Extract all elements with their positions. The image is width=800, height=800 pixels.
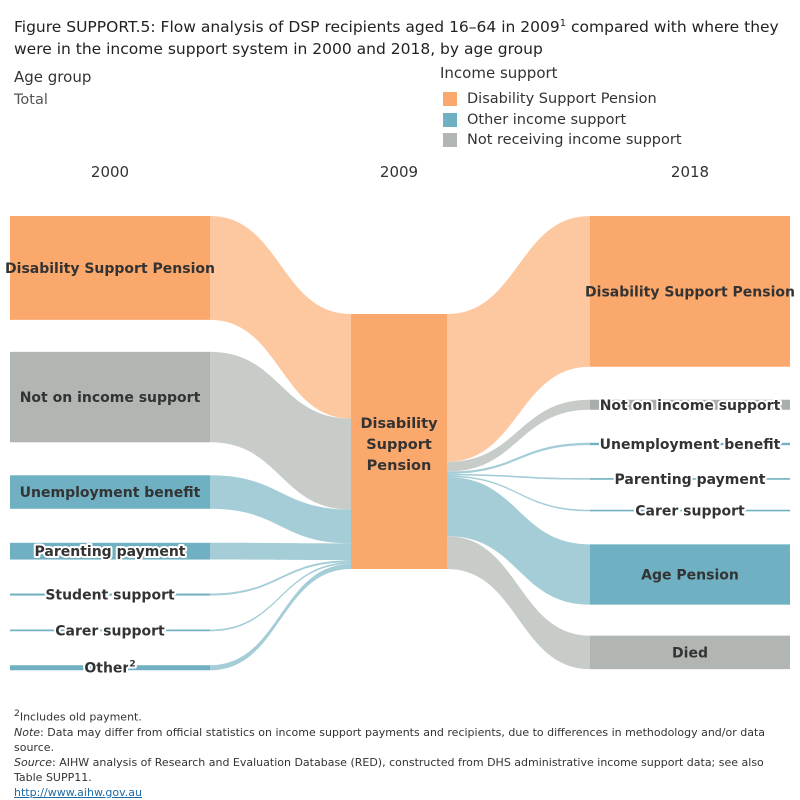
node-label-2000-parenting-payment: Parenting payment (35, 544, 186, 560)
node-2000-parenting-payment (10, 542, 210, 560)
node-2018-unemployment-benefit (590, 442, 790, 446)
link-2018-age-pension (447, 477, 590, 605)
title-footnote-marker: 1 (559, 18, 567, 29)
link-2000-other (210, 563, 351, 671)
link-2000-parenting-payment (210, 542, 351, 561)
legend-title: Income support (440, 64, 558, 82)
link-2000-disability-support-pension (210, 216, 351, 419)
sankey-chart: 2000 2009 2018 Disability Support Pension No… (5, 163, 795, 679)
node-label-2018-not-on-income-support: Not on income support (600, 398, 781, 414)
node-label-2000-disability-support-pension: Disability Support Pension (5, 261, 215, 277)
node-label-2000-student-support: Student support (45, 588, 175, 604)
link-2018-disability-support-pension (447, 216, 590, 462)
legend-item-dsp[interactable]: Disability Support Pension (443, 89, 682, 110)
flow-links (210, 216, 590, 671)
legend-swatch-dsp (443, 92, 457, 107)
node-2018-died (590, 635, 790, 670)
node-label-2018-age-pension: Age Pension (641, 567, 739, 583)
age-group-filter-value[interactable]: Total (14, 92, 48, 108)
link-2018-carer-support (447, 475, 590, 512)
node-label-2000-unemployment-benefit: Unemployment benefit (20, 485, 201, 501)
node-label-2018-disability-support-pension: Disability Support Pension (585, 284, 795, 300)
chart-footer: 2Includes old payment. Note: Data may di… (14, 706, 786, 800)
link-2000-student-support (210, 560, 351, 596)
node-2018-disability-support-pension (590, 216, 790, 367)
legend-swatch-none (443, 133, 457, 148)
node-2000-unemployment-benefit (10, 475, 210, 509)
flow-labels: 2000 2009 2018 Disability Support Pension No… (5, 163, 795, 679)
column-header-2009: 2009 (380, 163, 418, 181)
link-2018-died (447, 536, 590, 670)
footnote-1: 2Includes old payment. (14, 708, 142, 724)
node-2000-disability-support-pension (10, 216, 210, 320)
link-2000-unemployment-benefit (210, 475, 351, 544)
legend-item-none[interactable]: Not receiving income support (443, 130, 682, 151)
column-header-2000: 2000 (91, 163, 129, 181)
node-2000-carer-support (10, 629, 210, 632)
aihw-link[interactable]: http://www.aihw.gov.au (14, 785, 143, 799)
node-2009-dsp (351, 314, 447, 569)
node-2000-student-support (10, 593, 210, 596)
flow-nodes (10, 216, 790, 671)
note-text: Note: Data may differ from official stat… (14, 725, 766, 754)
link-2000-carer-support (210, 562, 351, 632)
link-2018-not-on-income-support (447, 399, 590, 472)
node-label-2000-not-on-income-support: Not on income support (20, 390, 201, 406)
node-label-2018-died: Died (672, 645, 708, 661)
node-2018-not-on-income-support (590, 399, 790, 410)
column-header-2018: 2018 (671, 163, 709, 181)
node-label-2009-dsp: Disability Support Pension (360, 416, 438, 474)
node-2000-not-on-income-support (10, 351, 210, 443)
node-label-2018-carer-support: Carer support (635, 504, 745, 520)
legend-label-other: Other income support (467, 111, 627, 128)
link-2018-unemployment-benefit (447, 442, 590, 474)
legend: Disability Support Pension Other income … (443, 89, 682, 151)
node-2018-carer-support (590, 509, 790, 512)
legend-label-none: Not receiving income support (467, 132, 682, 149)
node-label-2018-parenting-payment: Parenting payment (615, 472, 766, 488)
legend-item-other[interactable]: Other income support (443, 110, 682, 131)
node-label-2000-carer-support: Carer support (55, 623, 165, 639)
node-label-2000-other: Other2 (84, 660, 135, 677)
node-2018-parenting-payment (590, 478, 790, 480)
legend-label-dsp: Disability Support Pension (467, 91, 657, 108)
source-text: Source: AIHW analysis of Research and Ev… (14, 755, 764, 784)
node-2018-age-pension (590, 544, 790, 605)
link-2018-parenting-payment (447, 473, 590, 480)
age-group-filter-label: Age group (14, 68, 92, 86)
legend-swatch-other (443, 112, 457, 127)
chart-title: Figure SUPPORT.5: Flow analysis of DSP r… (14, 18, 779, 59)
link-2000-not-on-income-support (210, 351, 351, 510)
node-label-2018-unemployment-benefit: Unemployment benefit (600, 437, 781, 453)
node-2000-other (10, 665, 210, 671)
